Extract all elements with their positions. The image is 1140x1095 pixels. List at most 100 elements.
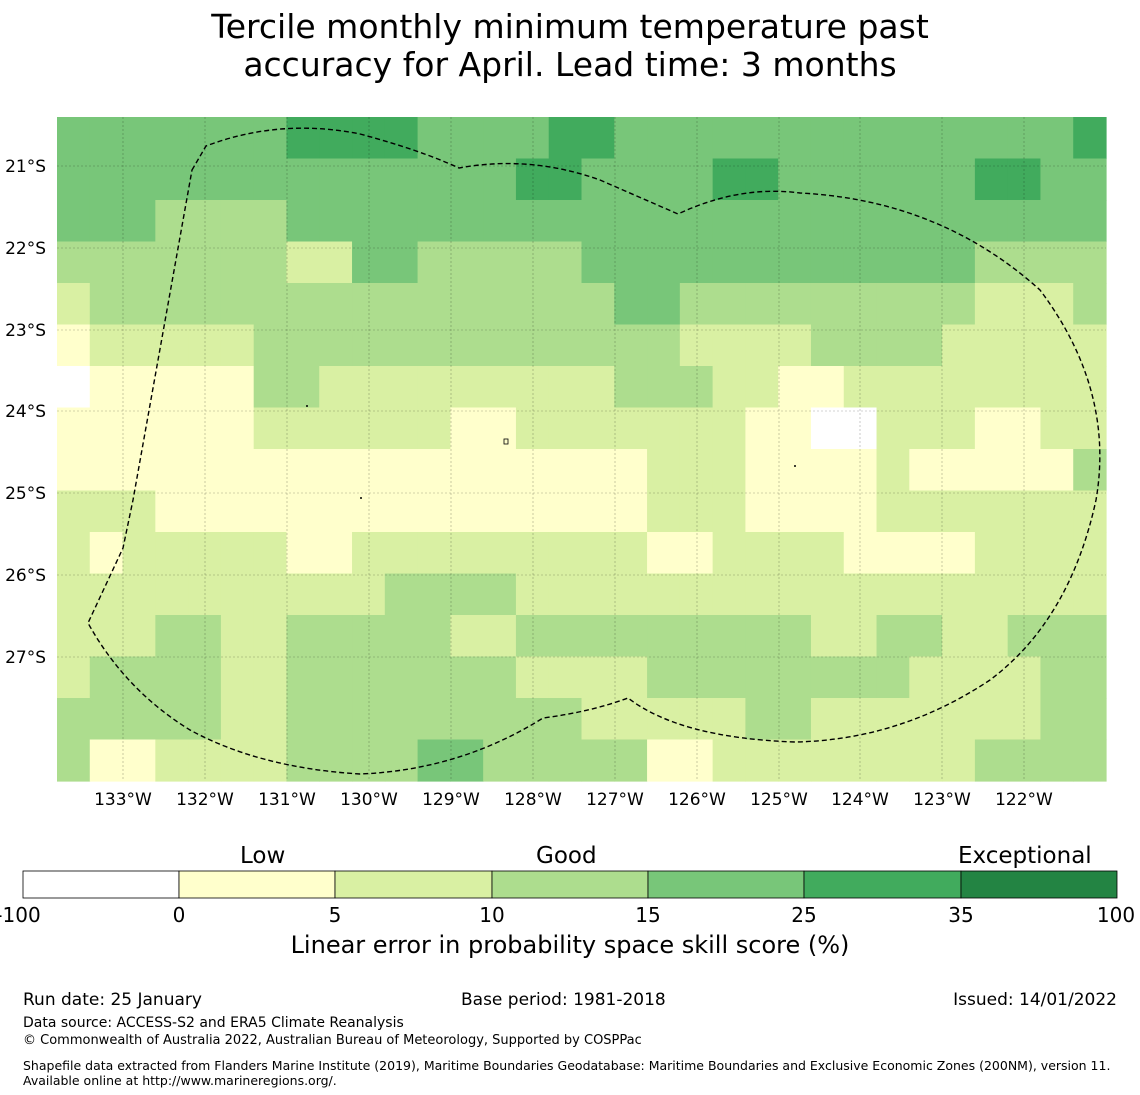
skill-cell [122, 573, 156, 616]
skill-cell [155, 656, 189, 699]
skill-cell [1007, 200, 1042, 243]
skill-cell [89, 407, 124, 450]
skill-cell [810, 656, 845, 699]
skill-cell [548, 200, 583, 243]
skill-cell [745, 117, 779, 160]
skill-cell [843, 324, 878, 367]
skill-cell [909, 366, 943, 409]
skill-cell [515, 158, 550, 201]
skill-cell [319, 241, 353, 284]
skill-cell [810, 739, 845, 782]
skill-cell [843, 615, 878, 658]
skill-cell [188, 698, 222, 741]
skill-cell [647, 449, 681, 492]
skill-cell [647, 615, 681, 658]
skill-cell [843, 366, 878, 409]
skill-cell [679, 532, 714, 575]
skill-cell [1007, 739, 1042, 782]
skill-cell [876, 739, 910, 782]
skill-cell [122, 698, 156, 741]
skill-cell [1073, 241, 1107, 284]
skill-cell [843, 739, 878, 782]
skill-cell [89, 656, 124, 699]
skill-cell [909, 656, 943, 699]
skill-cell [581, 283, 615, 326]
skill-cell [614, 698, 648, 741]
skill-cell [843, 490, 878, 533]
skill-cell [843, 158, 878, 201]
skill-cell [581, 615, 615, 658]
skill-cell [188, 117, 222, 160]
colorbar-tick: 15 [635, 903, 661, 927]
skill-cell [286, 200, 320, 243]
skill-cell [810, 117, 845, 160]
skill-cell [1007, 407, 1042, 450]
skill-cell [286, 532, 320, 575]
skill-cell [89, 158, 124, 201]
skill-cell [57, 407, 91, 450]
skill-cell [89, 573, 124, 616]
skill-cell [188, 656, 222, 699]
skill-cell [253, 407, 288, 450]
skill-cell [122, 490, 156, 533]
skill-cell [1007, 241, 1042, 284]
skill-cell [745, 656, 779, 699]
skill-cell [942, 241, 976, 284]
skill-cell [614, 449, 648, 492]
skill-cell [286, 283, 320, 326]
skill-cell [581, 241, 615, 284]
skill-cell [155, 324, 189, 367]
skill-cell [614, 283, 648, 326]
skill-cell [188, 449, 222, 492]
skill-cell [122, 117, 156, 160]
skill-cell [942, 117, 976, 160]
skill-cell [220, 200, 255, 243]
latitude-label: 26°S [5, 566, 46, 586]
skill-cell [155, 117, 189, 160]
skill-cell [122, 615, 156, 658]
skill-cell [188, 366, 222, 409]
skill-cell [942, 366, 976, 409]
skill-cell [286, 366, 320, 409]
skill-cell [155, 573, 189, 616]
skill-cell [286, 490, 320, 533]
skill-cell [1073, 490, 1107, 533]
skill-cell [647, 200, 681, 243]
skill-cell [1073, 324, 1107, 367]
skill-cell [942, 200, 976, 243]
skill-cell [1007, 532, 1042, 575]
skill-cell [581, 324, 615, 367]
skill-cell [679, 200, 714, 243]
skill-cell [89, 324, 124, 367]
island-marker [360, 497, 362, 499]
skill-cell [253, 698, 288, 741]
skill-cell [57, 656, 91, 699]
skill-cell [155, 366, 189, 409]
skill-cell [712, 366, 747, 409]
skill-cell [548, 407, 583, 450]
skill-cell [286, 698, 320, 741]
skill-cell [712, 158, 747, 201]
skill-cell [319, 158, 353, 201]
skill-cell [810, 615, 845, 658]
skill-cell [614, 532, 648, 575]
chart-title: Tercile monthly minimum temperature past… [0, 8, 1140, 84]
skill-cell [417, 656, 451, 699]
skill-cell [319, 449, 353, 492]
skill-cell [57, 366, 91, 409]
skill-cell [843, 532, 878, 575]
skill-cell [352, 283, 386, 326]
skill-cell [384, 324, 419, 367]
skill-cell [778, 366, 812, 409]
skill-cell [679, 366, 714, 409]
skill-cell [515, 656, 550, 699]
legend-heading-good: Good [536, 843, 597, 869]
skill-cell [220, 407, 255, 450]
skill-cell [188, 241, 222, 284]
skill-cell [1040, 366, 1074, 409]
skill-cell [384, 200, 419, 243]
eez-boundary [87, 127, 1101, 775]
skill-cell [122, 532, 156, 575]
skill-cell [450, 739, 484, 782]
skill-cell [810, 532, 845, 575]
